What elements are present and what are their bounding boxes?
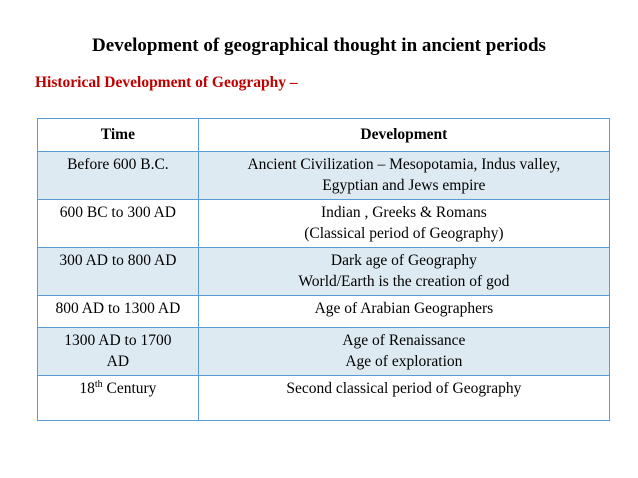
table-header-row: Time Development <box>37 118 611 152</box>
table-row: 1300 AD to 1700 AD Age of Renaissance Ag… <box>37 327 611 376</box>
slide-title: Development of geographical thought in a… <box>92 35 546 56</box>
cell-development: Age of Renaissance Age of exploration <box>197 327 611 376</box>
cell-development: Indian , Greeks & Romans (Classical peri… <box>197 199 611 248</box>
cell-development: Second classical period of Geography <box>197 375 611 421</box>
header-time: Time <box>37 118 199 152</box>
cell-development: Age of Arabian Geographers <box>197 295 611 328</box>
table-row: 300 AD to 800 AD Dark age of Geography W… <box>37 247 611 296</box>
cell-development: Ancient Civilization – Mesopotamia, Indu… <box>197 151 611 200</box>
cell-text: World/Earth is the creation of god <box>298 273 510 290</box>
cell-development: Dark age of Geography World/Earth is the… <box>197 247 611 296</box>
cell-text: Age of exploration <box>345 353 463 370</box>
development-table: Time Development Before 600 B.C. Ancient… <box>37 118 611 421</box>
ordinal-suffix: th <box>94 378 103 390</box>
cell-text: 600 BC to 300 AD <box>59 204 176 221</box>
cell-text: 18 <box>79 380 95 397</box>
cell-text: Ancient Civilization – Mesopotamia, Indu… <box>247 156 561 173</box>
cell-time: 800 AD to 1300 AD <box>37 295 199 328</box>
cell-text: 800 AD to 1300 AD <box>55 300 181 317</box>
cell-text: AD <box>106 353 130 370</box>
table-row: Before 600 B.C. Ancient Civilization – M… <box>37 151 611 200</box>
cell-text: Age of Arabian Geographers <box>314 300 494 317</box>
cell-text: 300 AD to 800 AD <box>59 252 177 269</box>
cell-text: Century <box>102 380 157 397</box>
cell-time: 300 AD to 800 AD <box>37 247 199 296</box>
cell-text: Egyptian and Jews empire <box>322 177 486 194</box>
cell-text: Indian , Greeks & Romans <box>321 204 487 221</box>
cell-text: Before 600 B.C. <box>67 156 169 173</box>
header-development: Development <box>197 118 611 152</box>
cell-text: Dark age of Geography <box>330 252 477 269</box>
table-row: 600 BC to 300 AD Indian , Greeks & Roman… <box>37 199 611 248</box>
cell-time: Before 600 B.C. <box>37 151 199 200</box>
slide-subtitle: Historical Development of Geography – <box>35 74 298 91</box>
cell-time: 18th Century <box>37 375 199 421</box>
cell-time: 600 BC to 300 AD <box>37 199 199 248</box>
cell-text: 1300 AD to 1700 <box>64 332 172 349</box>
table-row: 18th Century Second classical period of … <box>37 375 611 421</box>
cell-text: Age of Renaissance <box>342 332 466 349</box>
cell-text: Second classical period of Geography <box>286 380 522 397</box>
table-row: 800 AD to 1300 AD Age of Arabian Geograp… <box>37 295 611 328</box>
cell-text: (Classical period of Geography) <box>304 225 504 242</box>
cell-time: 1300 AD to 1700 AD <box>37 327 199 376</box>
